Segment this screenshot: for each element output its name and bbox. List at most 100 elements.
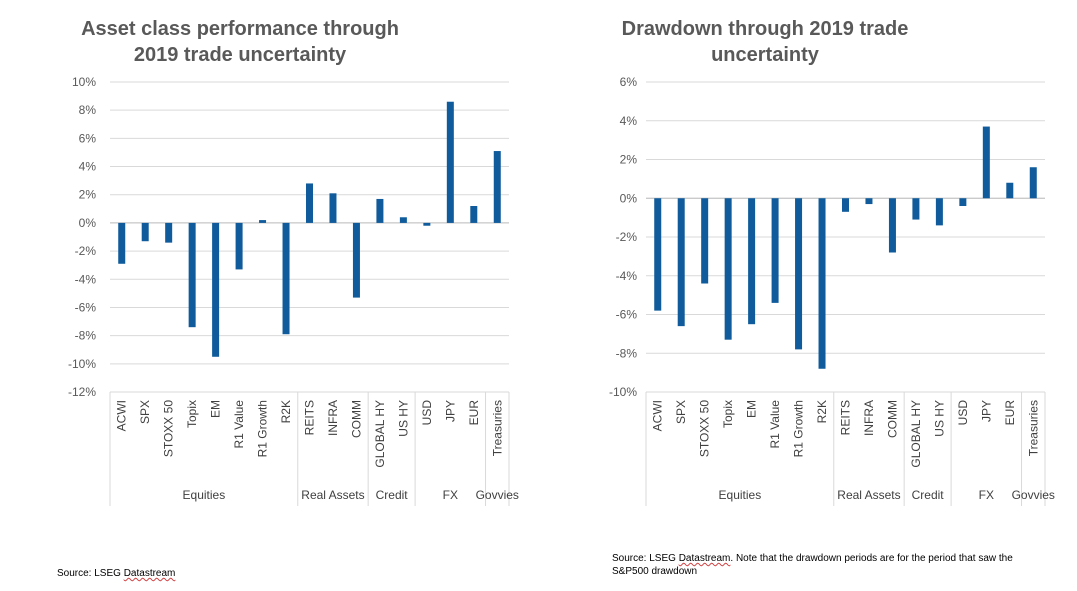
group-label-left: Real Assets [301,488,364,502]
bar-left-reits [306,183,313,223]
chart-title-right: Drawdown through 2019 trade uncertainty [600,16,930,68]
group-label-right: Real Assets [837,488,900,502]
group-label-right: Equities [719,488,762,502]
y-tick-label-right: 4% [620,114,638,128]
bar-left-comm [352,222,360,298]
category-label-right: R1 Growth [792,400,806,457]
bar-left-treasuries [493,151,501,223]
category-label-left: STOXX 50 [162,400,176,457]
bar-left-jpy [446,101,454,223]
bar-right-spx [677,198,685,327]
y-tick-label-right: 2% [620,153,638,167]
category-label-left: EM [209,400,223,418]
category-label-left: R1 Value [232,400,246,449]
category-label-left: R2K [279,400,293,423]
bar-left-r1-growth [259,220,267,223]
source-right-suffix: . Note that the drawdown periods are for… [612,553,1013,577]
bar-right-r1-value [771,198,779,303]
bar-right-topix [724,198,732,340]
y-tick-label-right: -8% [616,346,638,360]
y-tick-label-left: 8% [79,103,97,117]
bar-left-topix [188,222,196,328]
category-label-left: R1 Growth [256,400,270,457]
bar-left-em [212,222,220,357]
bar-left-r1-value [235,222,243,270]
chart-title-right-line2: uncertainty [711,44,819,66]
group-label-right: FX [979,488,994,502]
bar-right-treasuries [1029,167,1037,199]
source-note-left: Source: LSEG Datastream [57,567,175,580]
category-label-left: GLOBAL HY [373,400,387,468]
category-label-left: ACWI [115,400,129,431]
category-label-right: JPY [979,400,993,422]
category-label-right: SPX [674,400,688,424]
chart-title-left-line2: 2019 trade uncertainty [133,44,347,66]
source-left-prefix: Source: LSEG [57,568,124,579]
y-tick-label-left: -10% [68,357,96,371]
category-label-right: R1 Value [768,400,782,449]
bar-right-eur [1006,182,1014,199]
category-label-left: Topix [185,400,199,428]
category-label-left: Treasuries [490,400,504,456]
category-label-right: Topix [721,400,735,428]
category-label-left: USD [420,400,434,426]
y-tick-label-left: -4% [75,272,97,286]
group-label-left: Equities [183,488,226,502]
category-label-left: US HY [396,400,410,437]
bar-left-global-hy [376,198,384,223]
bar-left-usd [423,222,431,226]
bar-right-acwi [654,198,662,311]
bar-left-acwi [118,222,126,264]
y-tick-label-right: -10% [609,385,637,399]
y-tick-label-right: 6% [620,75,638,89]
bar-left-us-hy [399,217,407,223]
category-label-left: EUR [467,400,481,426]
y-tick-label-left: 2% [79,188,97,202]
bar-right-global-hy [912,198,920,220]
bar-right-stoxx-50 [701,198,709,284]
y-tick-label-left: 4% [79,160,97,174]
group-label-right: Credit [912,488,945,502]
chart-title-left-line1: Asset class performance through [81,18,399,40]
category-label-right: STOXX 50 [698,400,712,457]
y-tick-label-right: -6% [616,308,638,322]
bar-right-infra [865,198,873,205]
category-label-right: ACWI [651,400,665,431]
bar-right-reits [842,198,849,212]
bar-left-stoxx-50 [165,222,173,243]
source-right-prefix: Source: LSEG [612,553,679,564]
bar-right-jpy [982,126,990,199]
category-label-right: EUR [1003,400,1017,426]
category-label-right: COMM [885,400,899,438]
bar-left-infra [329,193,337,223]
category-label-right: REITS [839,400,853,435]
bar-left-r2k [282,222,290,335]
category-label-right: GLOBAL HY [909,400,923,468]
category-label-left: REITS [303,400,317,435]
y-tick-label-left: -2% [75,244,97,258]
group-label-left: FX [443,488,458,502]
category-label-right: INFRA [862,400,876,436]
bar-right-r1-growth [795,198,803,350]
category-label-right: US HY [932,400,946,437]
bar-right-r2k [818,198,826,369]
y-tick-label-left: 0% [79,216,97,230]
y-tick-label-right: -4% [616,269,638,283]
category-label-left: INFRA [326,400,340,436]
group-label-left: Credit [376,488,409,502]
source-left-datastream: Datastream [123,568,176,579]
bar-right-usd [959,198,967,206]
bar-left-eur [470,206,478,223]
y-tick-label-right: 0% [620,191,638,205]
category-label-right: R2K [815,400,829,423]
y-tick-label-left: -6% [75,300,97,314]
y-tick-label-left: 10% [72,75,96,89]
bar-right-us-hy [935,198,943,226]
bar-right-em [748,198,756,325]
bar-right-comm [888,198,896,253]
source-note-right: Source: LSEG Datastream. Note that the d… [612,552,1052,578]
source-right-datastream: Datastream [678,553,731,564]
category-label-right: USD [956,400,970,426]
category-label-left: JPY [443,400,457,422]
